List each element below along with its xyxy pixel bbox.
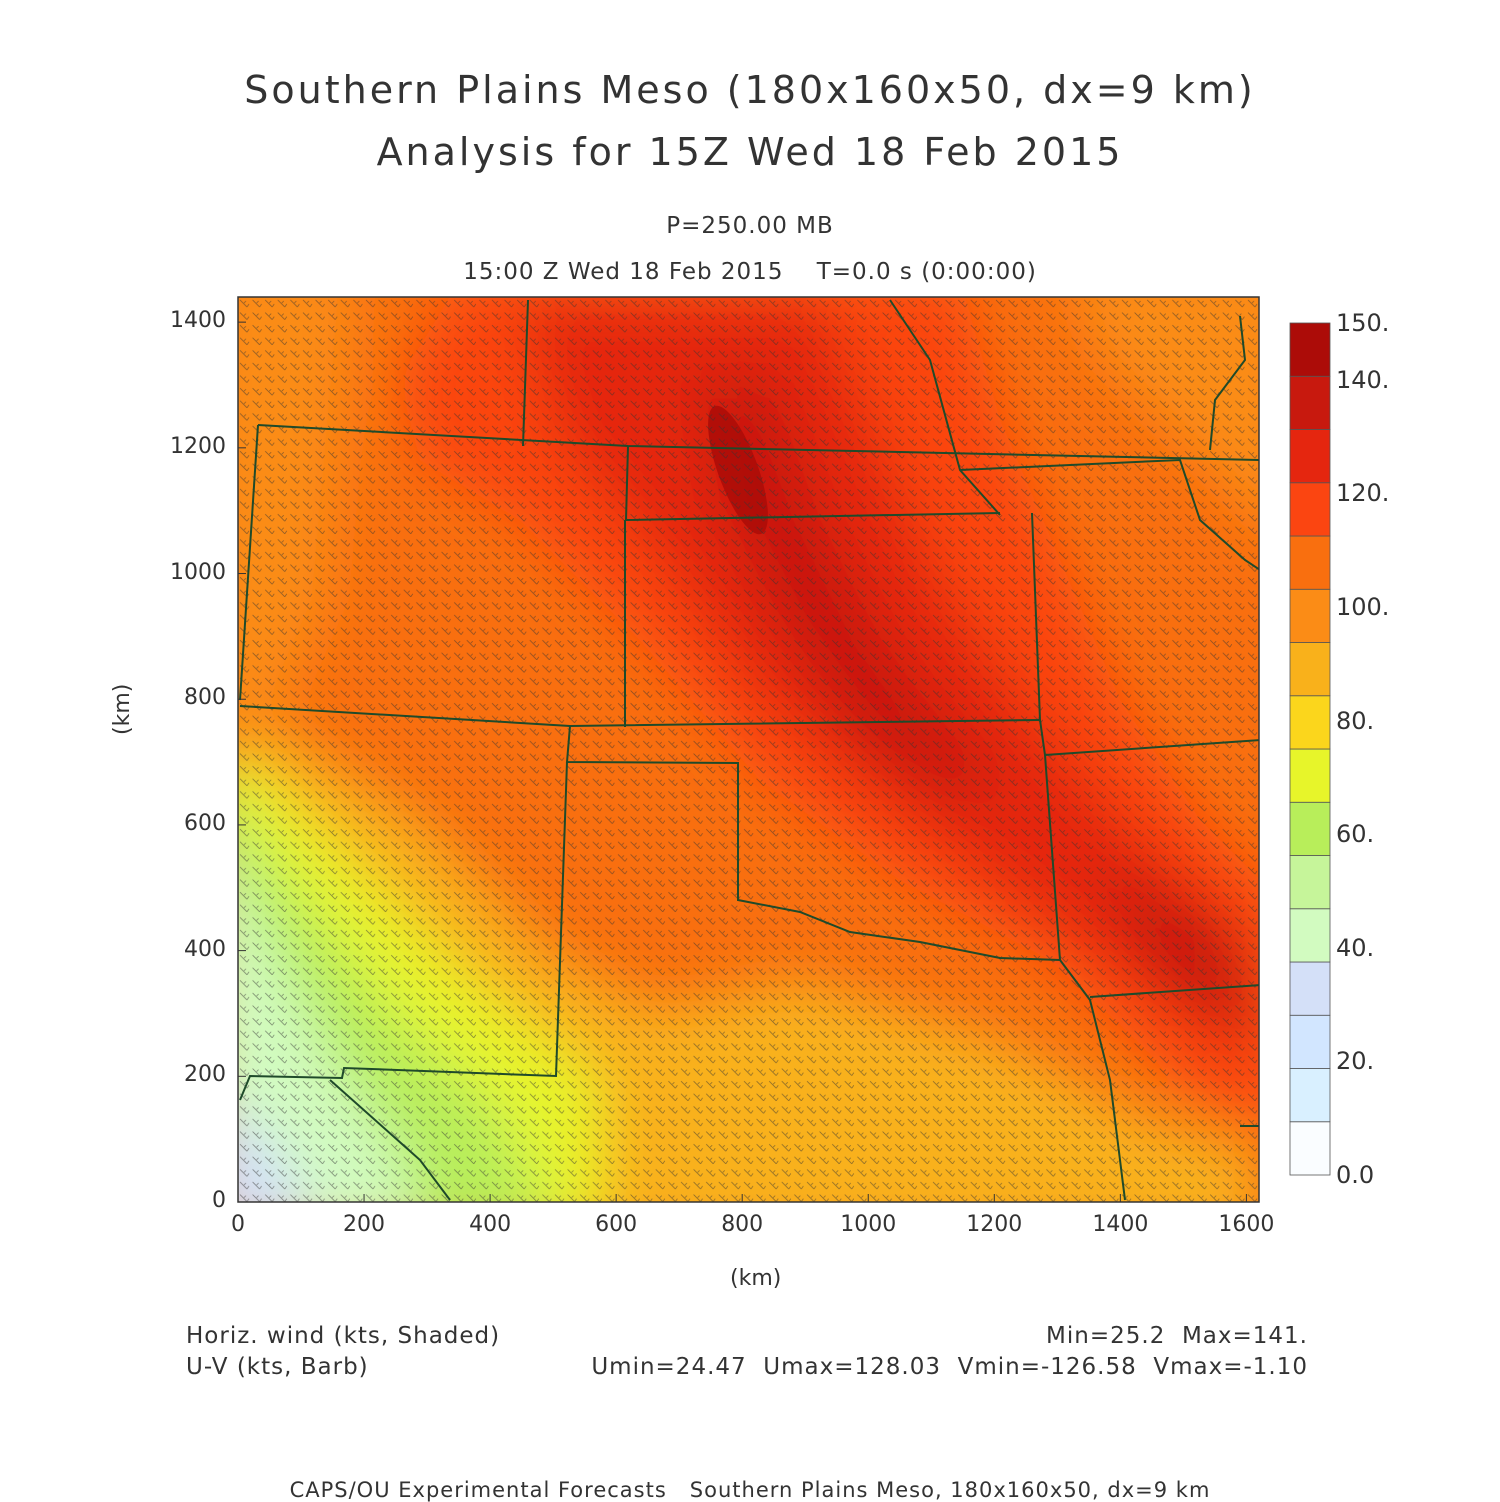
colorbar-band [1289, 588, 1331, 643]
y-tick-label: 1000 [170, 559, 226, 585]
colorbar-band [1289, 642, 1331, 697]
y-axis-title: (km) [110, 683, 135, 735]
colorbar-band [1289, 855, 1331, 910]
y-tick-label: 400 [184, 936, 226, 962]
x-tick-label: 600 [595, 1212, 638, 1237]
y-axis-ticks [238, 321, 246, 1203]
colorbar-band [1289, 748, 1331, 803]
y-tick-label: 600 [184, 810, 226, 836]
x-axis-title: (km) [730, 1266, 782, 1291]
field-shaded-label: Horiz. wind (kts, Shaded) [186, 1323, 501, 1349]
x-tick-label: 1000 [840, 1212, 897, 1237]
y-tick-label: 200 [184, 1062, 226, 1088]
field-barb-label: U-V (kts, Barb) [186, 1354, 369, 1380]
x-tick-label: 400 [469, 1212, 512, 1237]
colorbar-band [1289, 535, 1331, 590]
colorbar-label: 0.0 [1336, 1161, 1375, 1189]
colorbar-label: 80. [1336, 706, 1375, 735]
colorbar-label: 20. [1336, 1047, 1375, 1076]
x-tick-label: 1400 [1092, 1212, 1149, 1237]
title-line-1: Southern Plains Meso (180x160x50, dx=9 k… [244, 68, 1256, 112]
colorbar-band [1289, 908, 1331, 963]
colorbar-label: 100. [1336, 593, 1390, 621]
credit-line: CAPS/OU Experimental Forecasts Southern … [289, 1478, 1211, 1502]
uv-stats: Umin=24.47 Umax=128.03 Vmin=-126.58 Vmax… [591, 1354, 1308, 1380]
colorbar-band [1289, 1121, 1331, 1176]
colorbar [1289, 322, 1331, 1176]
y-tick-label: 1200 [170, 433, 226, 459]
colorbar-band [1289, 375, 1331, 430]
x-tick-label: 0 [231, 1212, 245, 1237]
colorbar-band [1289, 1014, 1331, 1069]
colorbar-band [1289, 801, 1331, 856]
title-line-2: Analysis for 15Z Wed 18 Feb 2015 [376, 130, 1124, 174]
plot-frame [237, 296, 1260, 1203]
x-tick-label: 800 [721, 1212, 764, 1237]
y-tick-label: 0 [212, 1188, 226, 1213]
wind-speed-field [238, 297, 1259, 1202]
y-tick-label: 800 [184, 685, 226, 711]
state-boundaries [239, 299, 1259, 1201]
colorbar-label: 150. [1336, 309, 1390, 337]
colorbar-band [1289, 482, 1331, 537]
colorbar-band [1289, 1068, 1331, 1123]
colorbar-label: 120. [1336, 479, 1390, 508]
colorbar-band [1289, 429, 1331, 484]
pressure-level: P=250.00 MB [666, 213, 834, 239]
colorbar-band [1289, 695, 1331, 750]
x-axis-ticks [237, 1194, 1247, 1202]
x-tick-label: 1200 [966, 1212, 1023, 1237]
colorbar-label: 40. [1336, 933, 1375, 962]
colorbar-band [1289, 961, 1331, 1016]
x-tick-label: 200 [343, 1212, 386, 1237]
colorbar-band [1289, 322, 1331, 377]
colorbar-label: 140. [1336, 365, 1390, 394]
colorbar-label: 60. [1336, 820, 1375, 849]
y-tick-label: 1400 [170, 308, 226, 334]
min-max-stats: Min=25.2 Max=141. [1046, 1323, 1308, 1349]
x-tick-label: 1600 [1218, 1212, 1275, 1237]
valid-time: 15:00 Z Wed 18 Feb 2015 T=0.0 s (0:00:00… [463, 259, 1037, 285]
